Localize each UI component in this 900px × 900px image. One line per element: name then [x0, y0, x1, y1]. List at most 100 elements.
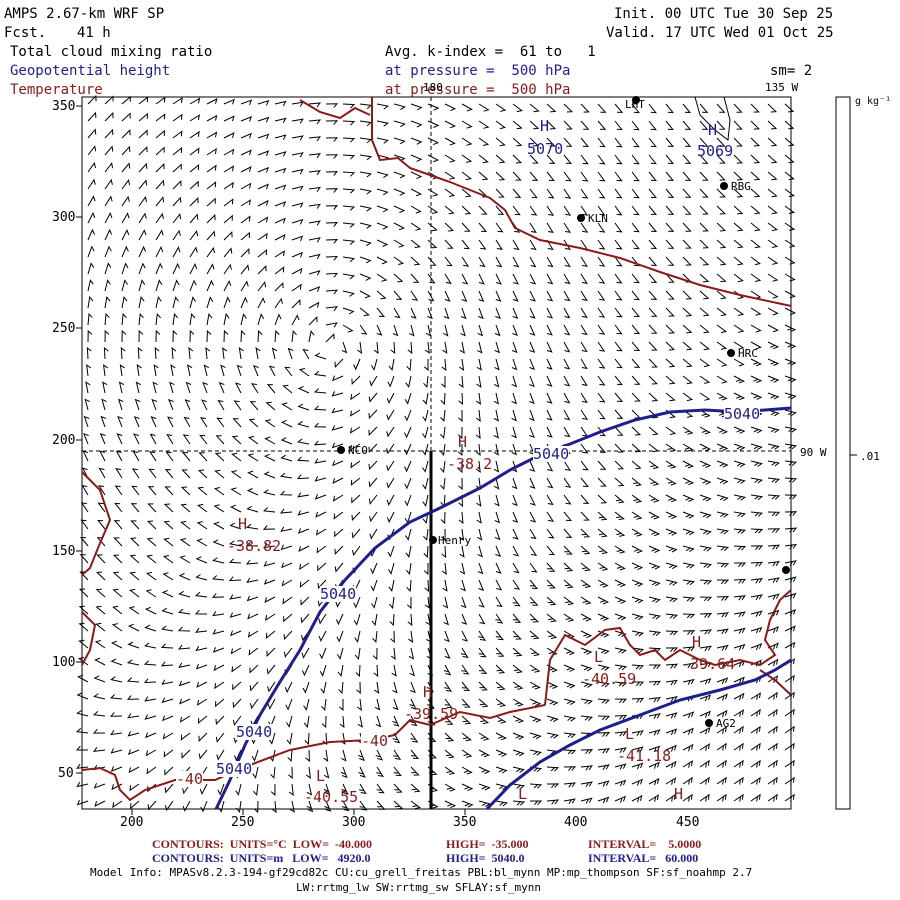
wind-barb — [784, 205, 796, 214]
wind-barb — [404, 494, 412, 507]
wind-barb — [359, 205, 373, 212]
wind-barb — [189, 213, 199, 224]
wind-barb — [495, 647, 505, 657]
wind-barb — [580, 460, 589, 471]
wind-barb — [478, 800, 491, 808]
wind-barb — [750, 324, 762, 333]
wind-barb — [512, 749, 525, 757]
wind-barb — [478, 698, 489, 708]
wind-barb — [409, 698, 417, 710]
wind-barb — [648, 596, 661, 603]
wind-barb — [359, 154, 373, 161]
wind-barb — [121, 212, 130, 224]
wind-barb — [79, 536, 89, 547]
wind-barb — [716, 644, 729, 651]
wind-barb — [116, 433, 123, 445]
wind-barb — [240, 296, 248, 309]
wind-barb — [546, 698, 559, 706]
wind-barb — [733, 595, 746, 601]
wind-barb — [631, 409, 641, 419]
x-tick-200: 200 — [120, 815, 144, 830]
wind-barb — [335, 613, 344, 626]
wind-barb — [358, 766, 366, 778]
wind-barb — [682, 678, 695, 685]
wind-barb — [314, 476, 327, 482]
model-title: AMPS 2.67-km WRF SP — [4, 6, 165, 22]
wind-barb — [390, 647, 396, 660]
wind-barb — [298, 545, 310, 552]
wind-barb — [665, 205, 675, 215]
wind-barb — [427, 307, 433, 320]
wind-barb — [682, 120, 692, 130]
wind-barb — [733, 392, 746, 401]
wind-barb — [87, 95, 97, 105]
wind-barb — [767, 154, 778, 164]
wind-barb — [162, 572, 174, 581]
wind-barb — [597, 613, 610, 621]
station-kln: KLN — [588, 212, 608, 225]
wind-barb — [257, 313, 265, 326]
wind-barb — [376, 273, 388, 282]
wind-barb — [104, 296, 111, 309]
wind-barb — [197, 486, 208, 496]
wind-barb — [648, 511, 660, 520]
wind-barb — [211, 593, 225, 598]
wind-barb — [97, 485, 106, 496]
wind-barb — [194, 591, 208, 598]
wind-barb — [129, 571, 140, 581]
wind-barb — [699, 409, 711, 418]
wind-barb — [529, 477, 536, 489]
wind-barb — [250, 698, 259, 710]
station-rbg: RBG — [731, 180, 751, 193]
wind-barb — [246, 577, 259, 584]
wind-barb — [392, 732, 401, 744]
x-tick-250: 250 — [231, 815, 255, 830]
wind-barb — [767, 120, 778, 130]
wind-barb — [126, 659, 140, 666]
wind-barb — [279, 472, 293, 479]
wind-barb — [213, 487, 225, 496]
wind-barb — [150, 416, 157, 428]
wind-barb — [257, 281, 267, 292]
wind-barb — [461, 715, 472, 725]
wind-barb — [648, 696, 661, 703]
wind-barb — [151, 398, 158, 411]
wind-barb — [716, 154, 726, 164]
wind-barb — [155, 113, 166, 122]
wind-barb — [614, 120, 623, 131]
wind-barb — [369, 528, 378, 540]
wind-barb — [87, 279, 94, 292]
wind-barb — [546, 375, 553, 387]
wind-barb — [323, 749, 329, 762]
wind-barb — [733, 307, 745, 316]
wind-barb — [240, 149, 252, 156]
wind-barb — [529, 545, 538, 556]
wind-barb — [323, 766, 330, 779]
wind-barb — [196, 681, 208, 688]
wind-barb — [648, 205, 657, 216]
wind-barb — [461, 222, 471, 232]
field-temperature: Temperature — [10, 82, 103, 98]
low-label-t3: L — [625, 725, 635, 743]
wind-barb — [529, 426, 535, 439]
wind-barb — [376, 256, 388, 265]
wind-barb — [444, 171, 456, 180]
wind-barb — [251, 749, 259, 762]
wind-barb — [546, 171, 555, 182]
wind-barb — [733, 426, 746, 434]
wind-barb — [512, 783, 526, 790]
wind-barb — [580, 749, 594, 754]
wind-barb — [104, 228, 113, 241]
wind-barb — [716, 460, 729, 468]
wind-barb — [127, 749, 140, 755]
wind-barb — [563, 494, 572, 505]
wind-barb — [257, 199, 269, 207]
wind-barb — [144, 606, 157, 615]
wind-barb — [512, 800, 526, 806]
wind-barb — [177, 608, 191, 615]
wind-barb — [131, 468, 140, 479]
wind-barb — [188, 346, 194, 360]
wind-barb — [296, 456, 310, 462]
wind-barb — [716, 222, 727, 232]
wind-barb — [580, 137, 590, 148]
